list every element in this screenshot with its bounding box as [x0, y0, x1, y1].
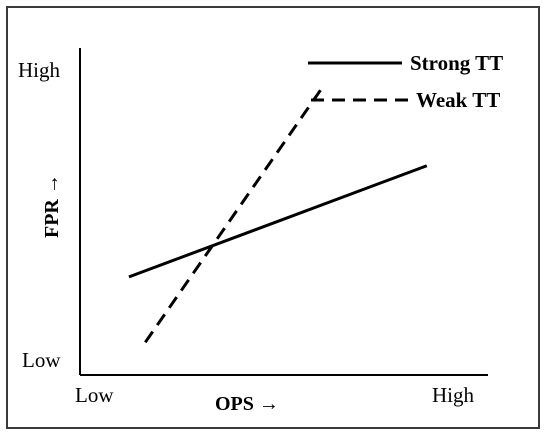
x-tick-label-low: Low	[75, 383, 114, 407]
legend-label-strong-tt: Strong TT	[410, 51, 503, 75]
y-tick-label-high: High	[18, 58, 61, 82]
weak-tt-line	[144, 83, 327, 344]
x-axis-title: OPS →	[215, 393, 279, 415]
chart-frame	[6, 6, 540, 429]
y-tick-label-low: Low	[22, 348, 61, 372]
y-axis-title: FPR →	[41, 174, 63, 238]
legend-label-weak-tt: Weak TT	[416, 88, 500, 112]
x-tick-label-high: High	[432, 383, 475, 407]
strong-tt-line	[128, 164, 428, 279]
